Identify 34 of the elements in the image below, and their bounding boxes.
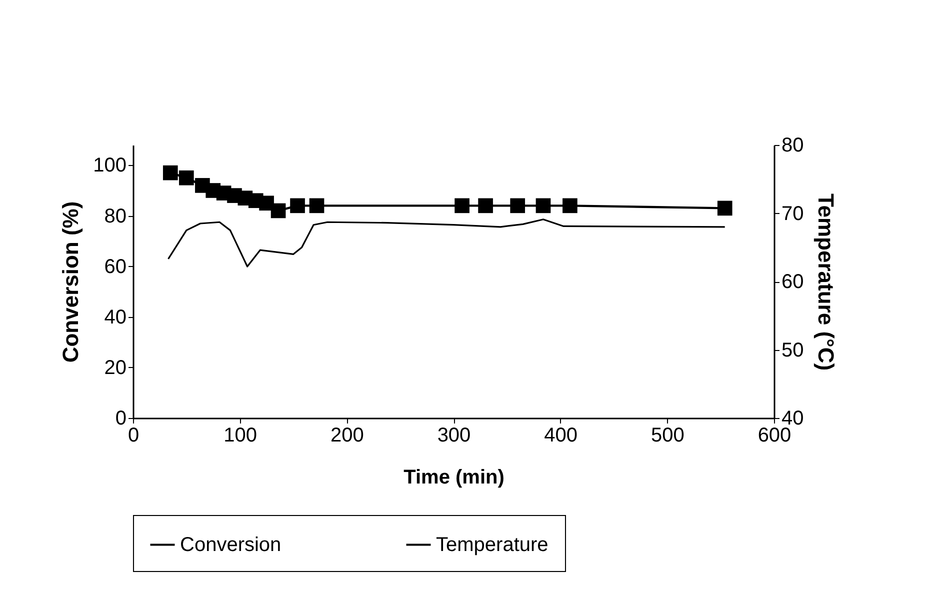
- point: [270, 203, 286, 218]
- point: [454, 198, 470, 214]
- x-tick-label: 400: [544, 424, 578, 446]
- point: [309, 198, 324, 214]
- y-tick-label: 20: [104, 356, 126, 379]
- y2-axis-title: Temperature (°C): [814, 193, 839, 371]
- point: [717, 200, 732, 216]
- x-axis-title: Time (min): [404, 466, 504, 488]
- y2-tick-label: 60: [782, 271, 804, 293]
- point: [510, 198, 526, 214]
- x-tick-label: 200: [330, 424, 364, 446]
- x-tick-label: 500: [650, 424, 684, 446]
- x-tick-label: 300: [437, 424, 471, 446]
- point: [290, 198, 305, 214]
- y-tick-label: 40: [104, 306, 126, 328]
- legend-label: Temperature: [436, 534, 548, 556]
- point: [536, 198, 551, 214]
- line-series: [167, 218, 726, 268]
- legend-label: Conversion: [180, 534, 282, 556]
- y2-tick-label: 50: [782, 339, 804, 362]
- x-tick-label: 600: [758, 424, 792, 446]
- y-tick-label: 0: [115, 408, 126, 430]
- y-tick-label: 80: [104, 205, 126, 228]
- point: [259, 196, 274, 211]
- y2-tick-label: 70: [782, 202, 804, 225]
- point: [179, 170, 194, 186]
- point: [562, 198, 578, 214]
- y-axis-title: Conversion (%): [58, 201, 84, 363]
- point: [162, 165, 178, 180]
- y-tick-label: 60: [104, 256, 126, 278]
- x-tick-label: 100: [224, 424, 258, 446]
- point: [478, 198, 493, 214]
- y2-tick-label: 80: [782, 134, 804, 156]
- y-tick-label: 100: [93, 154, 126, 177]
